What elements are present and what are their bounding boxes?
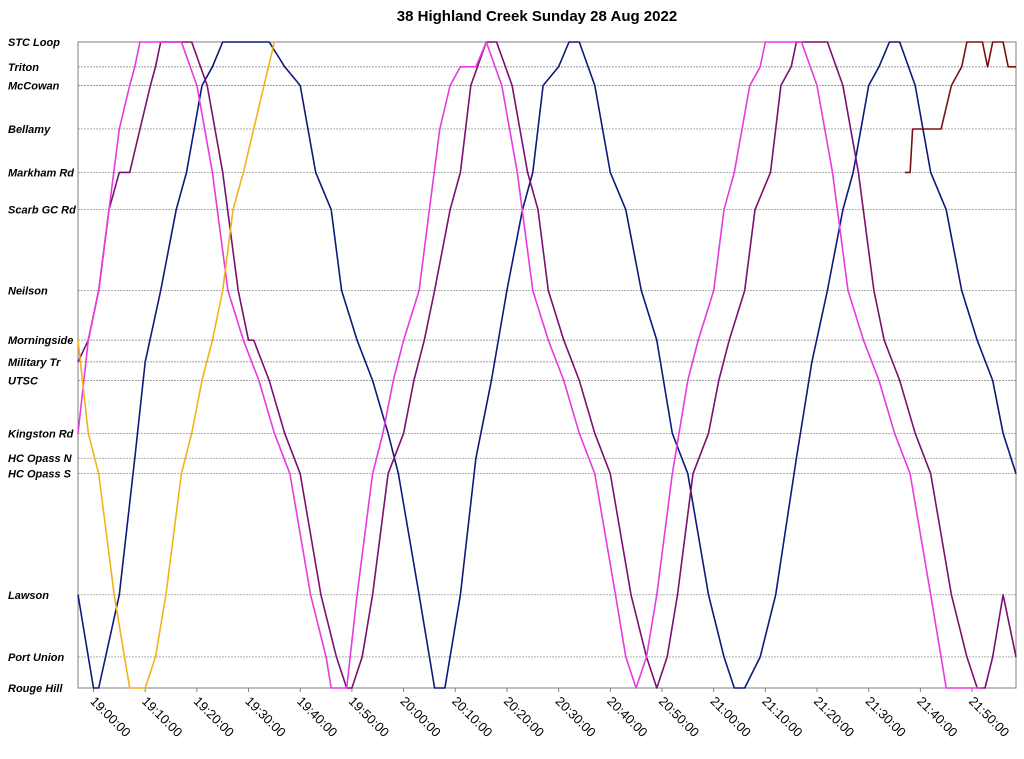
x-tick-label: 19:40:00 [294,694,340,740]
x-tick-label: 19:00:00 [87,694,133,740]
stop-label: Morningside [8,335,73,347]
x-tick-label: 21:00:00 [708,694,754,740]
stop-label: HC Opass N [8,453,73,465]
plot-area [77,41,1017,689]
trip-line-2 [77,41,1017,689]
trip-line-4 [77,41,276,689]
stop-label: Port Union [8,652,64,664]
chart-title: 38 Highland Creek Sunday 28 Aug 2022 [396,8,678,25]
stop-label: UTSC [8,376,39,388]
stop-label: McCowan [8,80,60,92]
x-tick-label: 21:50:00 [966,694,1012,740]
stop-label: Neilson [8,285,48,297]
trip-lines [77,41,1017,689]
x-tick-label: 20:40:00 [604,694,650,740]
x-tick-label: 21:40:00 [914,694,960,740]
stop-label: Bellamy [8,124,51,136]
x-tick-label: 20:10:00 [449,694,495,740]
trip-line-5 [904,41,1016,174]
x-tick-label: 20:20:00 [501,694,547,740]
x-tick-label: 21:30:00 [863,694,909,740]
x-tick-label: 19:10:00 [139,694,185,740]
stop-label: Scarb GC Rd [8,205,76,217]
stop-label: Triton [8,62,39,74]
x-tick-label: 20:00:00 [397,694,443,740]
gridlines [78,41,1016,689]
stop-label: HC Opass S [8,469,72,481]
x-tick-label: 20:50:00 [656,694,702,740]
stop-label: Kingston Rd [8,428,74,440]
stop-label: Markham Rd [8,167,74,179]
x-tick-label: 19:50:00 [346,694,392,740]
x-tick-label: 19:20:00 [191,694,237,740]
time-tick-labels: 19:00:00 19:10:00 19:20:00 19:30:00 19:40:00… [87,688,1012,740]
x-tick-label: 21:20:00 [811,694,857,740]
x-tick-label: 21:10:00 [759,694,805,740]
stop-label: STC Loop [8,37,60,49]
x-tick-label: 19:30:00 [242,694,288,740]
stop-label: Rouge Hill [8,683,63,695]
x-tick-label: 20:30:00 [553,694,599,740]
stop-label: Lawson [8,590,49,602]
stop-labels: STC Loop Triton McCowan Bellamy Markham Rd Sc… [8,37,76,695]
trip-line-1 [77,41,1017,689]
stop-label: Military Tr [8,357,61,369]
